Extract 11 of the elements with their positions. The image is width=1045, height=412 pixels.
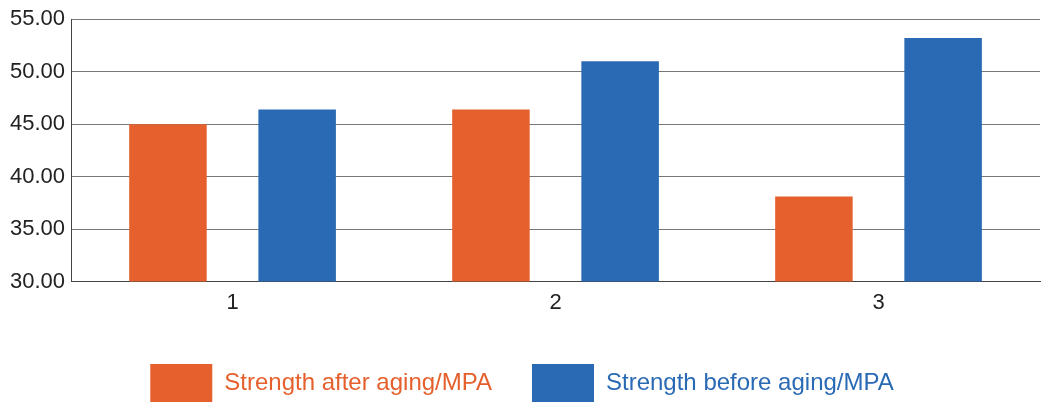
x-tick-label: 3 (872, 288, 885, 314)
y-tick-label: 55.00 (9, 5, 66, 31)
y-tick-label: 50.00 (9, 57, 66, 83)
legend-label: Strength after aging/MPA (224, 367, 492, 395)
y-tick-label: 30.00 (9, 267, 66, 293)
y-tick-label: 40.00 (9, 162, 66, 188)
y-tick-label: 35.00 (9, 215, 66, 241)
legend-label: Strength before aging/MPA (605, 367, 894, 395)
x-tick-label: 2 (549, 288, 562, 314)
x-tick-label: 1 (226, 288, 239, 314)
y-tick-label: 45.00 (9, 110, 66, 136)
